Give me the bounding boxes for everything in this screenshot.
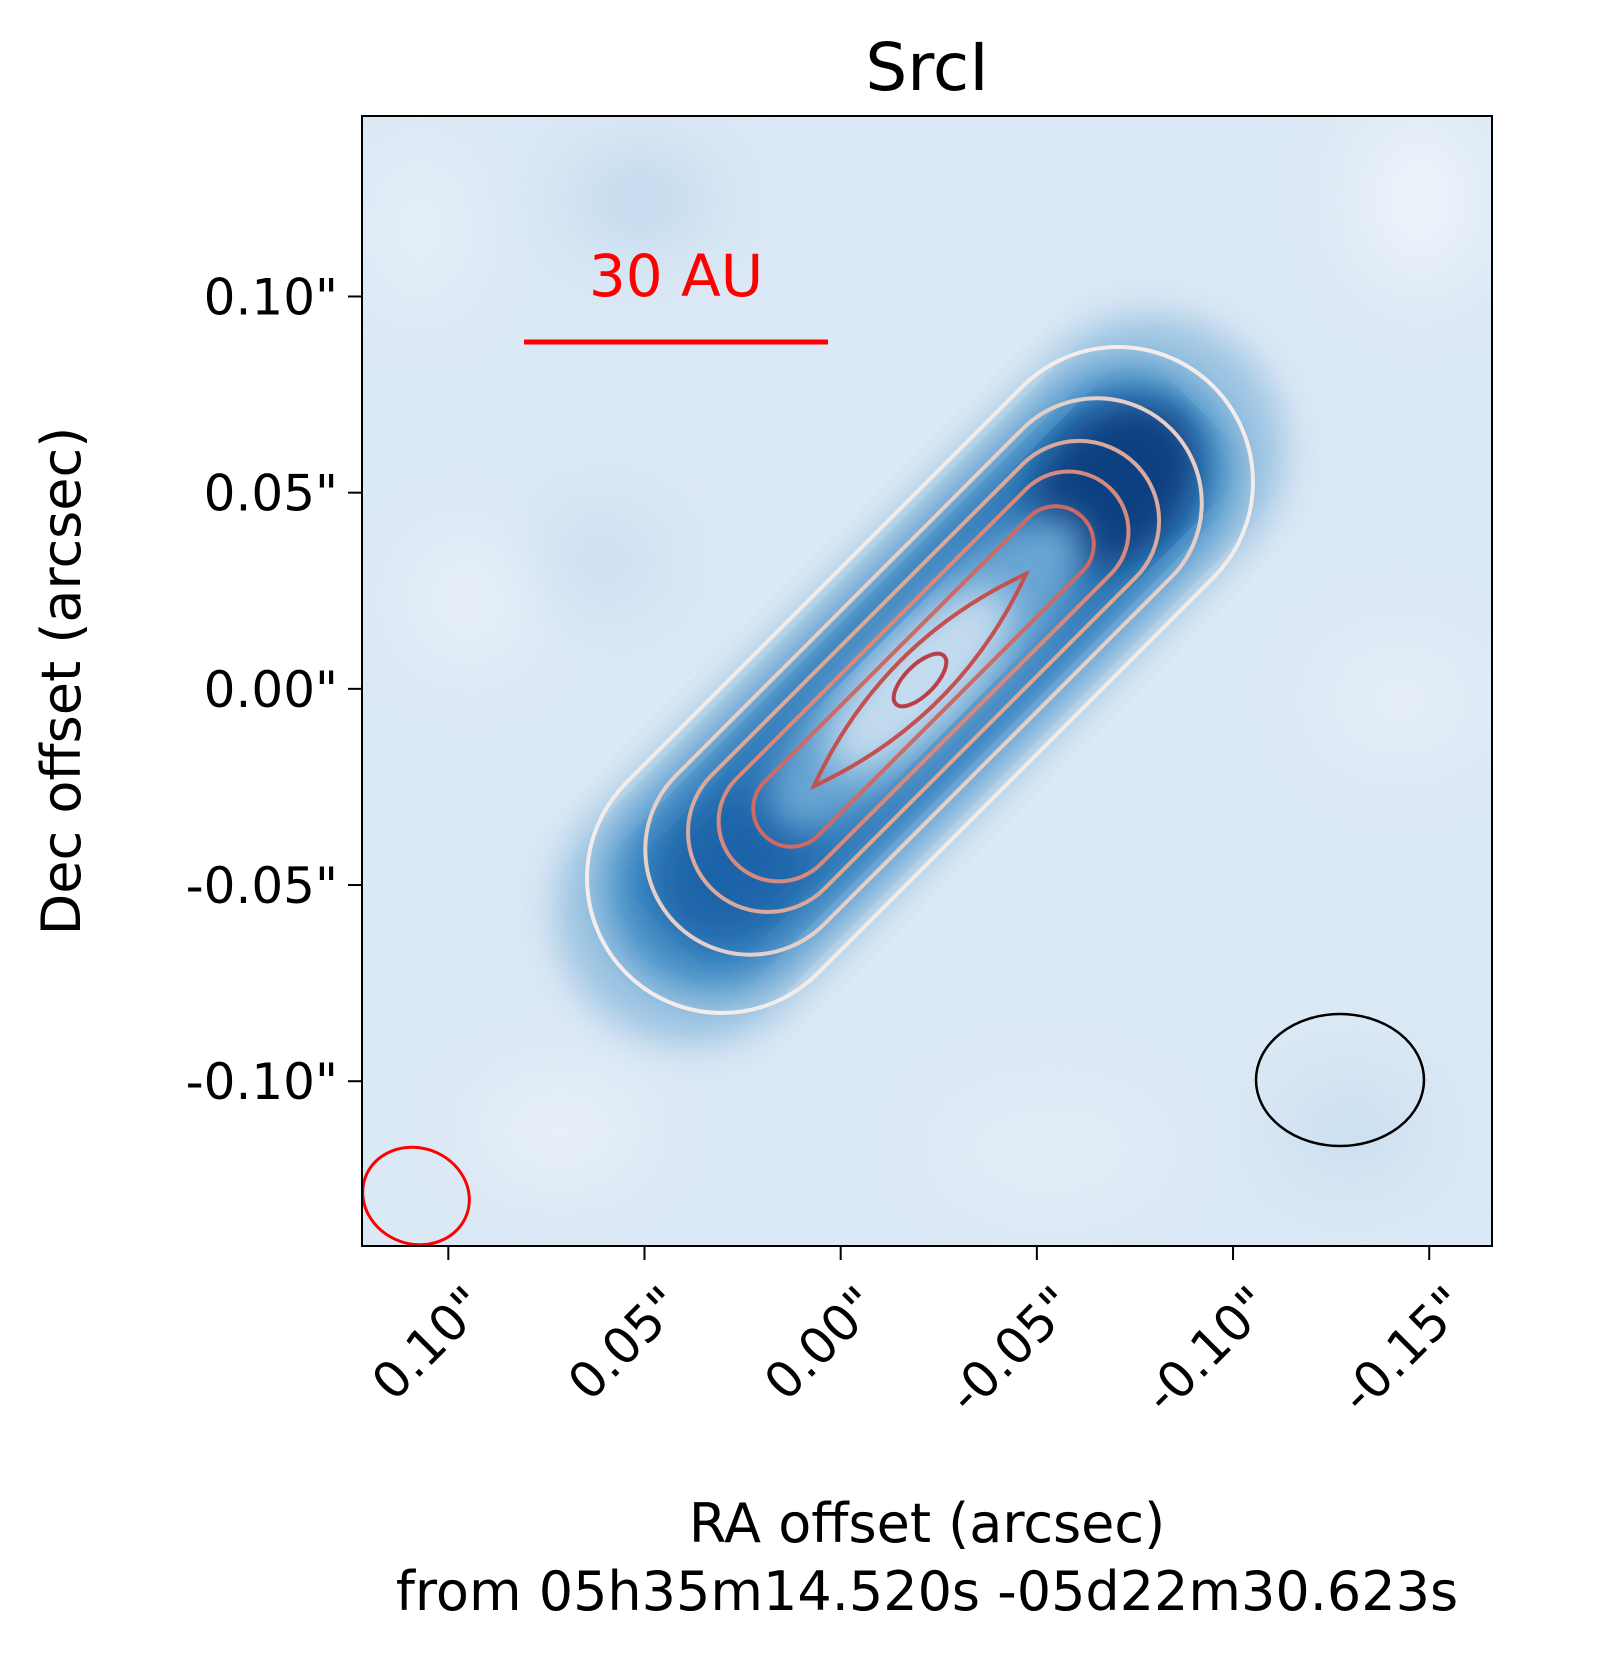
y-tick-label: -0.10" [186,1053,338,1111]
contour-level-6 [809,569,1031,791]
y-tick-label: 0.00" [204,661,338,719]
image-map: 30 AU [362,116,1492,1246]
x-tick-label: -0.15" [1329,1275,1478,1424]
contour-level-2 [643,396,1204,957]
beam-red [362,1145,471,1246]
y-tick-label: -0.05" [186,857,338,915]
x-tick-label: -0.10" [1133,1275,1282,1424]
x-tick-label: 0.00" [753,1275,889,1411]
contours [585,345,1255,1015]
plot-frame [361,115,1493,1247]
scalebar-label: 30 AU [589,242,763,310]
beam-black [1254,1012,1426,1148]
contour-level-5 [751,504,1096,849]
contour-level-4 [716,469,1131,884]
y-axis-label: Dec offset (arcsec) [30,427,93,936]
x-tick-label: -0.05" [937,1275,1086,1424]
x-tick-label: 0.10" [361,1275,497,1411]
chart-title: SrcI [865,29,988,106]
x-axis-label: RA offset (arcsec) [689,1492,1165,1555]
x-axis-label-origin: from 05h35m14.520s -05d22m30.623s [396,1560,1458,1623]
x-tick-label: 0.05" [557,1275,693,1411]
contour-level-3 [685,438,1162,915]
contour-level-7 [891,651,949,709]
background-noise [380,116,1480,1210]
y-axis-ticks: 0.10" 0.05" 0.00" -0.05" -0.10" [186,268,362,1111]
y-tick-label: 0.10" [204,268,338,326]
contour-level-1 [585,345,1255,1015]
y-tick-label: 0.05" [204,465,338,523]
x-axis-ticks: 0.10" 0.05" 0.00" -0.05" -0.10" -0.15" [361,1246,1478,1424]
